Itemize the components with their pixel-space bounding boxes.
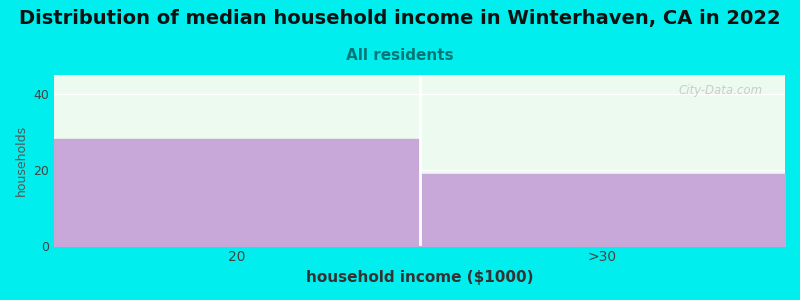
Text: City-Data.com: City-Data.com [679,83,763,97]
X-axis label: household income ($1000): household income ($1000) [306,270,534,285]
Y-axis label: households: households [15,125,28,196]
Text: All residents: All residents [346,48,454,63]
Text: Distribution of median household income in Winterhaven, CA in 2022: Distribution of median household income … [19,9,781,28]
